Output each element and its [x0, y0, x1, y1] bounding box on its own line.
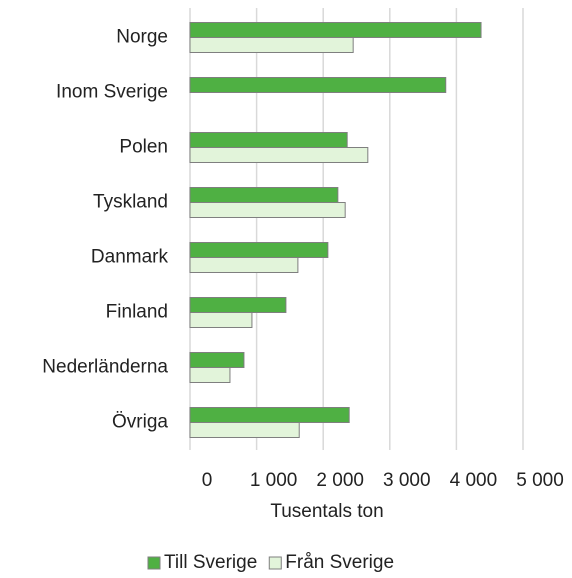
x-tick-label: 1 000: [250, 470, 298, 491]
y-tick-label: Nederländerna: [42, 357, 168, 378]
bar: [189, 22, 482, 38]
x-axis-title: Tusentals ton: [270, 501, 383, 522]
y-tick-label: Polen: [119, 137, 168, 158]
y-tick-label: Övriga: [112, 412, 168, 433]
bar: [189, 37, 354, 53]
x-tick-label: 0: [202, 470, 213, 491]
legend-swatch: [147, 556, 161, 570]
bar: [189, 352, 245, 368]
y-tick-label: Danmark: [91, 247, 169, 268]
bar: [189, 312, 253, 328]
legend-label: Till Sverige: [164, 552, 257, 573]
y-tick-label: Tyskland: [93, 192, 168, 213]
x-tick-label: 2 000: [316, 470, 364, 491]
bar: [189, 297, 287, 313]
y-tick-label: Finland: [106, 302, 168, 323]
bar: [189, 257, 299, 273]
x-tick-label: 3 000: [383, 470, 431, 491]
x-tick-label: 5 000: [516, 470, 564, 491]
legend-label: Från Sverige: [285, 552, 394, 573]
y-tick-label: Norge: [116, 27, 168, 48]
bar: [189, 202, 346, 218]
bar: [189, 147, 369, 163]
x-tick-label: 4 000: [450, 470, 498, 491]
bar: [189, 132, 348, 148]
bar: [189, 422, 300, 438]
bar: [189, 242, 329, 258]
legend-swatch: [268, 556, 282, 570]
bar: [189, 407, 350, 423]
bar: [189, 77, 447, 93]
bar: [189, 187, 339, 203]
y-tick-label: Inom Sverige: [56, 82, 168, 103]
bar: [189, 367, 231, 383]
